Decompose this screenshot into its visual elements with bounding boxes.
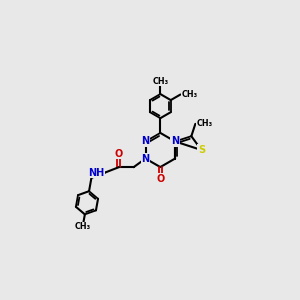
Text: S: S xyxy=(198,145,205,155)
Text: O: O xyxy=(115,148,123,159)
Text: CH₃: CH₃ xyxy=(182,90,198,99)
Text: NH: NH xyxy=(88,167,105,178)
Text: CH₃: CH₃ xyxy=(75,222,91,231)
Text: O: O xyxy=(156,174,164,184)
Text: CH₃: CH₃ xyxy=(152,76,168,85)
Text: N: N xyxy=(142,136,150,146)
Text: N: N xyxy=(171,136,179,146)
Text: CH₃: CH₃ xyxy=(197,119,213,128)
Text: N: N xyxy=(142,154,150,164)
